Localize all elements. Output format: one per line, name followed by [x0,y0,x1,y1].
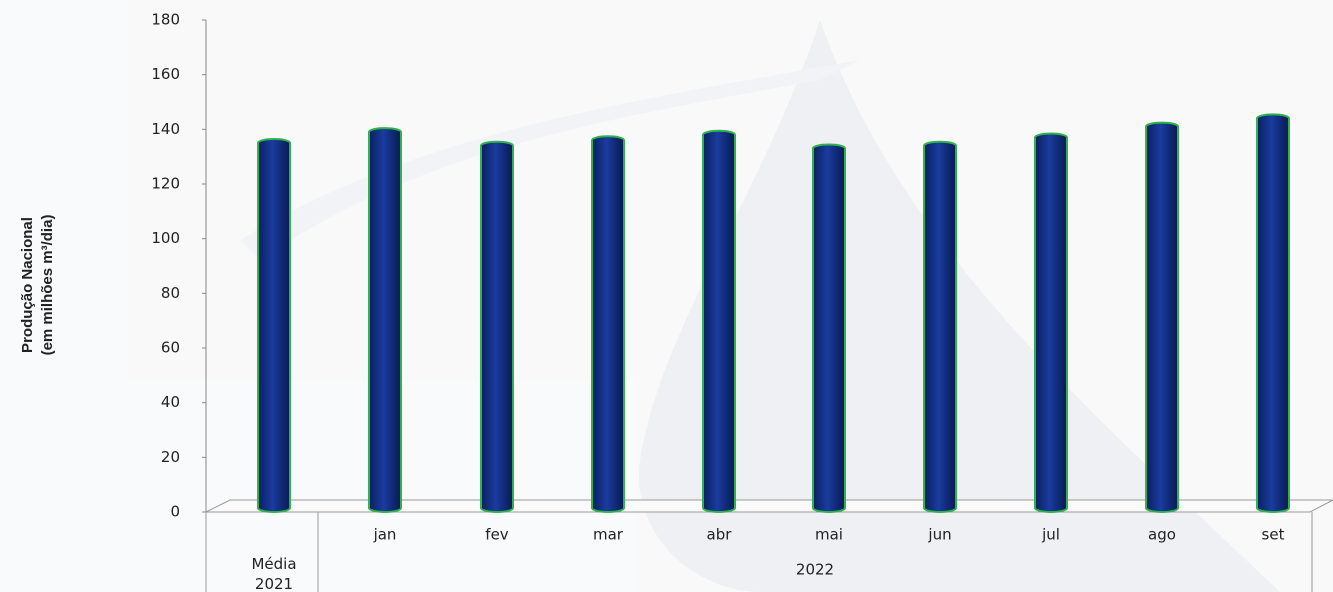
y-tick-label: 20 [161,448,180,466]
x-tick-label: jul [1041,526,1060,544]
bar [591,135,625,513]
x-tick-label: mar [593,526,624,544]
y-tick-label: 120 [151,175,180,193]
bar [480,140,514,513]
y-tick-label: 100 [151,229,180,247]
y-tick-label: 140 [151,120,180,138]
y-tick-label: 60 [161,339,180,357]
x-tick-label: Média 2021 [251,555,297,592]
bar [1145,121,1179,513]
bar [923,140,957,513]
x-tick-label: fev [485,526,509,544]
x-tick-label: jan [373,526,397,544]
bar [702,129,736,513]
bar [1256,113,1290,513]
bar [1034,132,1068,513]
group-label: 2022 [796,561,834,579]
bar [368,127,402,513]
x-tick-label: ago [1148,526,1176,544]
bar [257,138,291,513]
y-axis-title: Produção Nacional [19,217,36,353]
y-tick-label: 40 [161,393,180,411]
x-tick-label: jun [927,526,951,544]
x-tick-label: mai [815,526,843,544]
category-table [205,512,1313,592]
y-tick-label: 0 [170,503,180,521]
y-tick-label: 180 [151,11,180,29]
bar [812,143,846,513]
y-axis-title: (em milhões m³/dia) [39,215,56,356]
x-tick-label: set [1262,526,1285,544]
x-tick-label-box: Média 2021 [251,555,297,592]
y-tick-label: 160 [151,65,180,83]
x-tick-label: abr [707,526,733,544]
y-tick-label: 80 [161,284,180,302]
